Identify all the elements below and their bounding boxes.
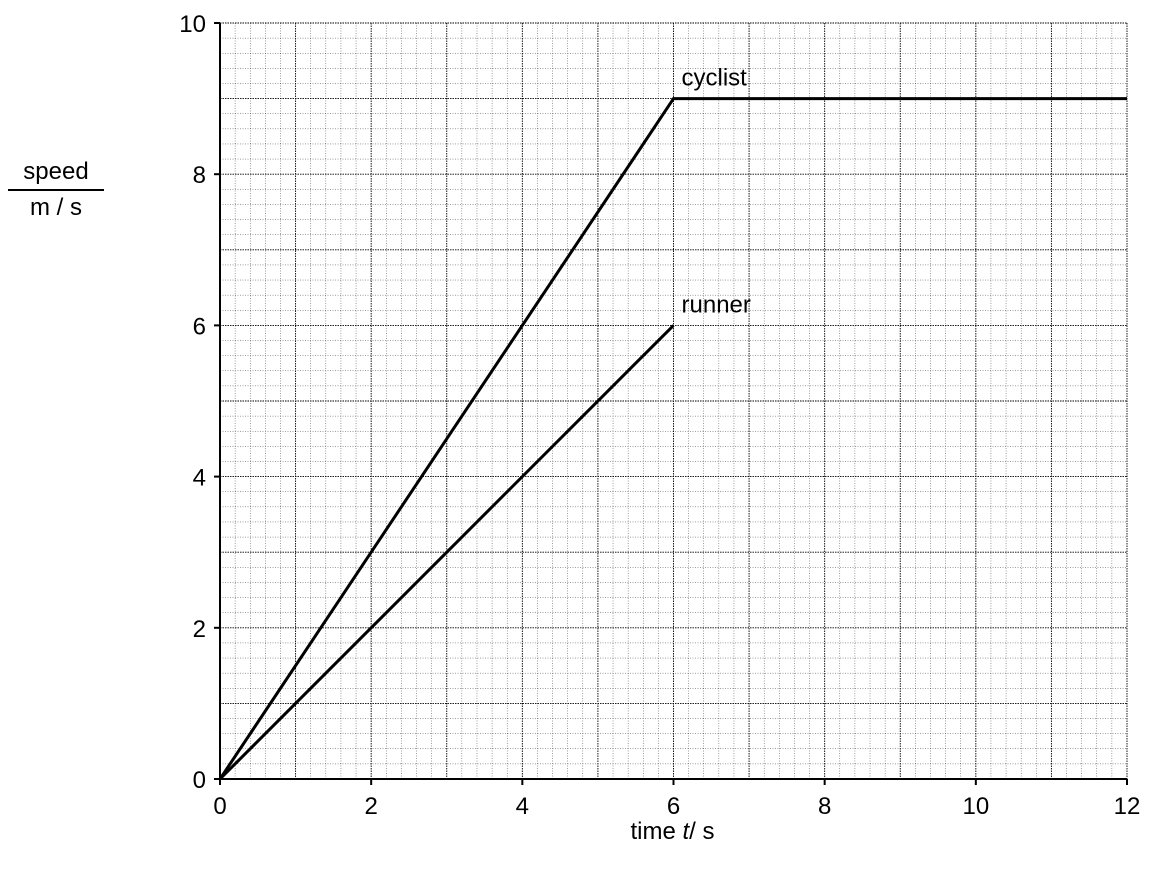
y-axis-label: speed m / s [0, 158, 112, 222]
y-tick-label: 2 [193, 616, 206, 643]
grid-major [219, 22, 1128, 780]
y-tick-label: 10 [179, 11, 206, 38]
y-tick-label: 8 [193, 162, 206, 189]
cyclist-line [218, 97, 1127, 780]
x-tick-label: 2 [364, 793, 377, 820]
x-axis-label-prefix: time [630, 818, 683, 845]
y-axis-label-denominator: m / s [30, 194, 82, 221]
x-tick-label: 10 [962, 793, 989, 820]
x-axis-label-variable: t [682, 818, 690, 845]
x-tick-label: 6 [667, 793, 680, 820]
y-tick-label: 6 [193, 313, 206, 340]
x-axis-label-suffix: / s [689, 818, 715, 845]
tick-labels: 0 2 4 6 8 10 12 0 2 4 6 8 10 [179, 11, 1140, 820]
y-axis-label-numerator: speed [8, 158, 104, 191]
x-tick-label: 8 [818, 793, 831, 820]
y-tick-label: 4 [193, 465, 206, 492]
x-tick-label: 12 [1114, 793, 1141, 820]
x-axis-label: time t/ s [0, 818, 1152, 846]
series-lines [218, 97, 1127, 781]
runner-line [218, 324, 675, 781]
series-labels: cyclist runner [682, 65, 751, 319]
x-tick-label: 4 [516, 793, 529, 820]
axes [214, 22, 1128, 785]
runner-label: runner [682, 291, 751, 318]
cyclist-label: cyclist [682, 65, 748, 92]
y-tick-label: 0 [193, 767, 206, 794]
x-tick-label: 0 [213, 793, 226, 820]
